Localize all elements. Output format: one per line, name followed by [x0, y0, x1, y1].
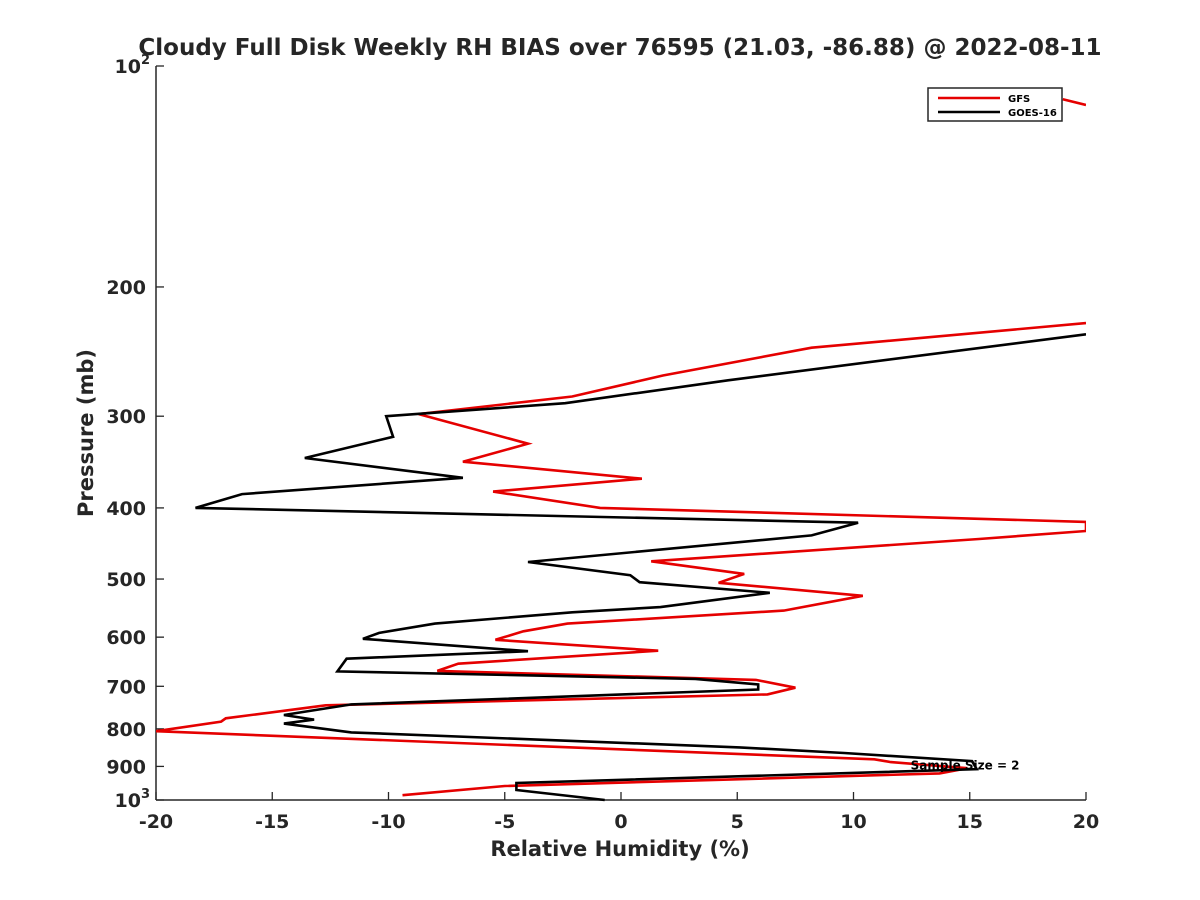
series-line-goes-16 — [195, 333, 1086, 802]
x-axis-label: Relative Humidity (%) — [490, 837, 749, 861]
plot-axes — [155, 66, 1086, 801]
y-tick-label: 500 — [106, 569, 146, 591]
x-tick-label: 20 — [1073, 811, 1099, 833]
y-tick-label: 103 — [115, 787, 151, 812]
sample-size-annotation: Sample Size = 2 — [911, 758, 1020, 772]
y-tick-label: 300 — [106, 406, 146, 428]
chart-title: Cloudy Full Disk Weekly RH BIAS over 765… — [138, 35, 1101, 61]
y-tick-label: 900 — [106, 756, 146, 778]
chart-annotations: Sample Size = 2 — [911, 758, 1020, 772]
legend-label-gfs: GFS — [1008, 94, 1030, 105]
y-tick-label: 102 — [115, 53, 151, 78]
x-tick-label: -20 — [139, 811, 173, 833]
series-lines — [156, 98, 1086, 802]
x-tick-label: -15 — [255, 811, 289, 833]
legend-box — [927, 87, 1063, 122]
x-tick-label: -10 — [371, 811, 405, 833]
y-tick-label: 600 — [106, 627, 146, 649]
x-tick-label: 0 — [614, 811, 627, 833]
series-line-gfs — [156, 98, 1086, 797]
x-tick-label: -5 — [494, 811, 515, 833]
legend-label-goes-16: GOES-16 — [1008, 108, 1057, 119]
x-tick-label: 15 — [957, 811, 983, 833]
y-tick-label: 700 — [106, 676, 146, 698]
x-tick-label: 10 — [840, 811, 866, 833]
y-tick-label: 200 — [106, 277, 146, 299]
y-axis-ticks: 102 200 300 400 500 600 700 800 900 103 — [106, 53, 164, 812]
y-tick-label: 800 — [106, 719, 146, 741]
x-axis-ticks: -20 -15 -10 -5 0 5 10 15 20 — [139, 792, 1099, 833]
y-tick-label: 400 — [106, 498, 146, 520]
chart-legend: GFS GOES-16 — [927, 87, 1063, 122]
x-tick-label: 5 — [731, 811, 744, 833]
y-axis-label: Pressure (mb) — [74, 349, 98, 517]
